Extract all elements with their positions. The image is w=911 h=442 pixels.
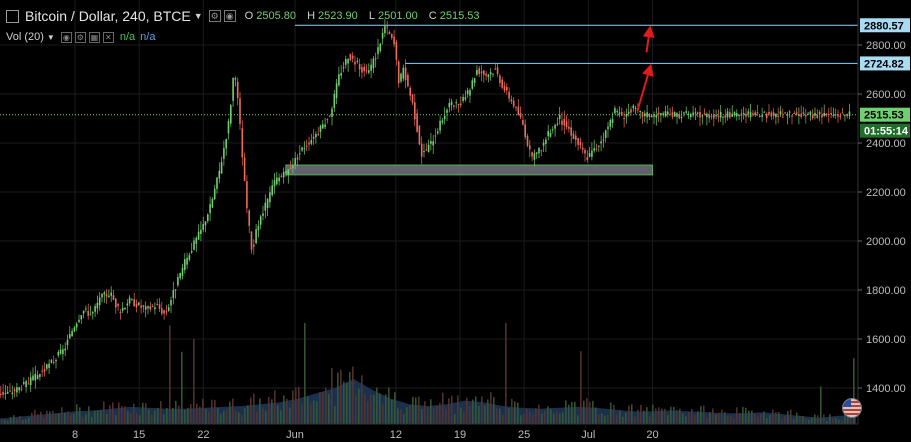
y-tick-label: 2200.00 xyxy=(866,187,906,199)
format-icon[interactable]: ◉ xyxy=(223,10,236,22)
close-icon[interactable]: ✕ xyxy=(102,31,114,43)
x-tick-label: 15 xyxy=(133,429,145,441)
level-price-tag: 2724.82 xyxy=(860,56,910,71)
svg-text:2515.53: 2515.53 xyxy=(864,110,904,122)
svg-text:2724.82: 2724.82 xyxy=(864,58,904,70)
arrow xyxy=(636,63,654,112)
x-tick-label: Jul xyxy=(581,429,595,441)
y-tick-label: 2600.00 xyxy=(866,89,906,101)
x-tick-label: 25 xyxy=(518,429,530,441)
candles xyxy=(0,18,851,400)
volume-header: Vol (20) ▼ ◉ ⚙ ▦ ✕ n/a n/a xyxy=(6,31,155,43)
y-tick-label: 1400.00 xyxy=(866,383,906,395)
chevron-down-icon[interactable]: ▼ xyxy=(193,11,203,21)
y-tick-label: 2400.00 xyxy=(866,138,906,150)
close-value: 2515.53 xyxy=(439,10,480,22)
x-tick-label: 19 xyxy=(454,429,466,441)
y-axis[interactable]: 1400.00 1600.00 1800.00 2000.00 2200.00 2400.… xyxy=(858,40,906,395)
volume-label[interactable]: Vol (20) xyxy=(6,31,44,43)
x-tick-label: 20 xyxy=(646,429,658,441)
svg-text:2880.57: 2880.57 xyxy=(864,20,904,32)
high-value: 2523.90 xyxy=(318,10,358,22)
level-price-tag: 2880.57 xyxy=(860,18,910,33)
close-label: C xyxy=(428,10,437,22)
y-tick-label: 1800.00 xyxy=(866,285,906,297)
ohlc-readout: O 2505.80 H 2523.90 L 2501.00 C 2515.53 xyxy=(245,10,488,22)
current-price-tag: 2515.53 xyxy=(860,107,910,122)
x-tick-label: Jun xyxy=(286,429,304,441)
y-tick-label: 2800.00 xyxy=(866,40,906,52)
high-label: H xyxy=(307,10,316,22)
x-tick-label: 8 xyxy=(72,429,78,441)
y-tick-label: 1600.00 xyxy=(866,334,906,346)
x-tick-label: 22 xyxy=(197,429,209,441)
volume-area xyxy=(0,322,856,424)
open-label: O xyxy=(244,10,254,22)
chart-menu-icon[interactable] xyxy=(6,9,19,23)
chart-header: Bitcoin / Dollar, 240, BTCE ▼ ⚙ ◉ O 2505.… xyxy=(6,8,488,24)
support-zone[interactable] xyxy=(285,164,653,176)
volume-value-2: n/a xyxy=(140,31,156,43)
symbol-title[interactable]: Bitcoin / Dollar, 240, BTCE xyxy=(25,8,191,24)
countdown-tag: 01:55:14 xyxy=(860,123,910,138)
x-tick-label: 12 xyxy=(390,429,402,441)
low-label: L xyxy=(368,10,375,22)
y-tick-label: 2000.00 xyxy=(866,236,906,248)
chevron-down-icon[interactable]: ▼ xyxy=(46,32,55,42)
volume-value-1: n/a xyxy=(119,31,136,43)
arrows xyxy=(636,25,655,112)
us-flag-icon[interactable] xyxy=(842,398,862,418)
open-value: 2505.80 xyxy=(256,10,296,22)
arrow xyxy=(642,25,655,53)
format-icon[interactable]: ▦ xyxy=(88,31,100,43)
svg-text:01:55:14: 01:55:14 xyxy=(864,126,909,138)
settings-icon[interactable]: ⚙ xyxy=(74,31,86,43)
settings-icon[interactable]: ⚙ xyxy=(208,10,221,22)
x-axis[interactable]: 8 15 22 Jun 12 19 25 Jul 20 xyxy=(72,429,659,441)
low-value: 2501.00 xyxy=(377,10,418,22)
eye-icon[interactable]: ◉ xyxy=(60,31,72,43)
grid xyxy=(0,0,858,424)
